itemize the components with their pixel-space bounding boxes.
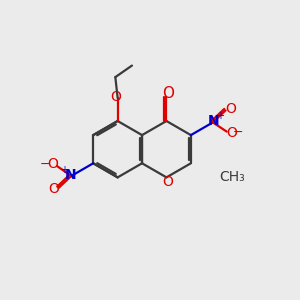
Text: +: + [60, 164, 68, 175]
Text: N: N [208, 114, 219, 128]
Text: O: O [162, 176, 173, 190]
Text: −: − [233, 126, 244, 139]
Text: +: + [216, 111, 224, 121]
Text: CH₃: CH₃ [219, 170, 245, 184]
Text: −: − [40, 158, 51, 171]
Text: O: O [162, 86, 174, 101]
Text: O: O [48, 182, 59, 196]
Text: O: O [226, 126, 237, 140]
Text: O: O [47, 158, 58, 171]
Text: O: O [110, 90, 121, 104]
Text: N: N [65, 168, 76, 182]
Text: O: O [225, 101, 236, 116]
